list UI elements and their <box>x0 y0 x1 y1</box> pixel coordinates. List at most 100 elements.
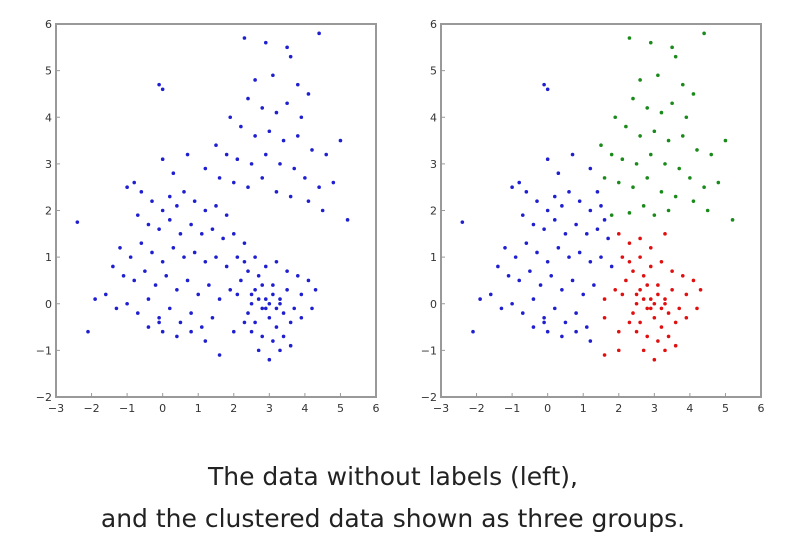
scatter-point <box>253 255 257 259</box>
scatter-point <box>545 208 550 213</box>
scatter-point <box>274 306 279 311</box>
scatter-point <box>673 320 678 325</box>
scatter-point <box>666 311 671 315</box>
x-tick-label: −2 <box>83 402 99 415</box>
scatter-point <box>570 278 575 283</box>
x-tick-label: 0 <box>159 402 166 415</box>
scatter-point <box>627 241 632 245</box>
scatter-point <box>224 152 229 157</box>
scatter-point <box>503 246 507 250</box>
scatter-point <box>723 138 728 143</box>
scatter-point <box>574 329 578 334</box>
scatter-point <box>627 259 632 264</box>
y-tick-label: 6 <box>430 18 437 31</box>
scatter-point <box>670 269 674 273</box>
scatter-point <box>160 208 165 213</box>
scatter-point <box>203 166 208 171</box>
scatter-point <box>581 292 586 297</box>
scatter-point <box>648 306 653 311</box>
scatter-point <box>638 320 642 325</box>
scatter-point <box>645 176 650 180</box>
scatter-point <box>160 87 165 92</box>
scatter-point <box>616 348 621 353</box>
scatter-point <box>549 273 554 278</box>
scatter-point <box>663 301 667 306</box>
scatter-point <box>563 320 568 325</box>
scatter-point <box>235 157 240 162</box>
scatter-point <box>560 334 564 339</box>
scatter-point <box>313 287 318 292</box>
scatter-point <box>306 92 311 96</box>
scatter-point <box>242 259 247 264</box>
scatter-point <box>295 134 300 138</box>
scatter-point <box>638 287 642 292</box>
scatter-point <box>659 325 664 329</box>
scatter-point <box>488 292 493 297</box>
scatter-point <box>471 329 475 334</box>
scatter-point <box>652 129 657 134</box>
scatter-point <box>531 325 536 329</box>
scatter-point <box>691 92 696 96</box>
scatter-point <box>132 278 137 283</box>
scatter-point <box>648 246 653 250</box>
scatter-point <box>196 292 201 297</box>
scatter-point <box>86 329 90 334</box>
scatter-point <box>281 138 286 143</box>
scatter-point <box>303 176 307 180</box>
scatter-point <box>103 292 108 297</box>
scatter-point <box>577 250 582 255</box>
scatter-point <box>288 320 293 325</box>
scatter-point <box>285 101 289 106</box>
scatter-point <box>567 190 571 194</box>
scatter-point <box>499 306 504 311</box>
y-tick-label: 0 <box>45 298 52 311</box>
scatter-point <box>231 232 236 236</box>
scatter-point <box>217 297 222 301</box>
x-tick-label: 5 <box>337 402 344 415</box>
scatter-point <box>249 329 254 334</box>
scatter-point <box>588 259 593 264</box>
scatter-point <box>531 297 536 301</box>
scatter-point <box>641 273 646 278</box>
scatter-point <box>702 185 706 189</box>
scatter-point <box>210 227 215 231</box>
scatter-point <box>552 194 557 199</box>
scatter-point <box>659 306 664 311</box>
scatter-point <box>157 315 161 320</box>
scatter-point <box>199 325 204 329</box>
scatter-point <box>524 190 529 194</box>
scatter-point <box>535 199 539 203</box>
scatter-point <box>271 283 275 287</box>
scatter-point <box>231 329 236 334</box>
scatter-point <box>648 264 653 269</box>
scatter-point <box>684 115 689 120</box>
scatter-point <box>677 306 682 311</box>
scatter-point <box>175 334 179 339</box>
scatter-point <box>648 297 653 301</box>
scatter-point <box>574 311 578 315</box>
scatter-point <box>663 348 667 353</box>
scatter-point <box>345 218 350 222</box>
scatter-point <box>599 143 603 148</box>
scatter-point <box>182 190 186 194</box>
scatter-point <box>239 124 243 129</box>
scatter-point <box>648 152 653 157</box>
scatter-point <box>695 306 699 311</box>
x-tick-label: 0 <box>544 402 551 415</box>
y-tick-label: 2 <box>430 205 437 218</box>
scatter-point <box>246 269 250 273</box>
scatter-point <box>189 311 193 315</box>
scatter-point <box>691 199 696 203</box>
y-tick-label: 5 <box>45 65 52 78</box>
scatter-point <box>267 129 272 134</box>
scatter-point <box>645 334 650 339</box>
scatter-point <box>299 315 304 320</box>
scatter-point <box>680 273 685 278</box>
x-tick-label: 1 <box>580 402 587 415</box>
scatter-point <box>517 180 522 185</box>
scatter-point <box>246 96 250 101</box>
scatter-point <box>231 180 236 185</box>
scatter-point <box>274 110 279 115</box>
